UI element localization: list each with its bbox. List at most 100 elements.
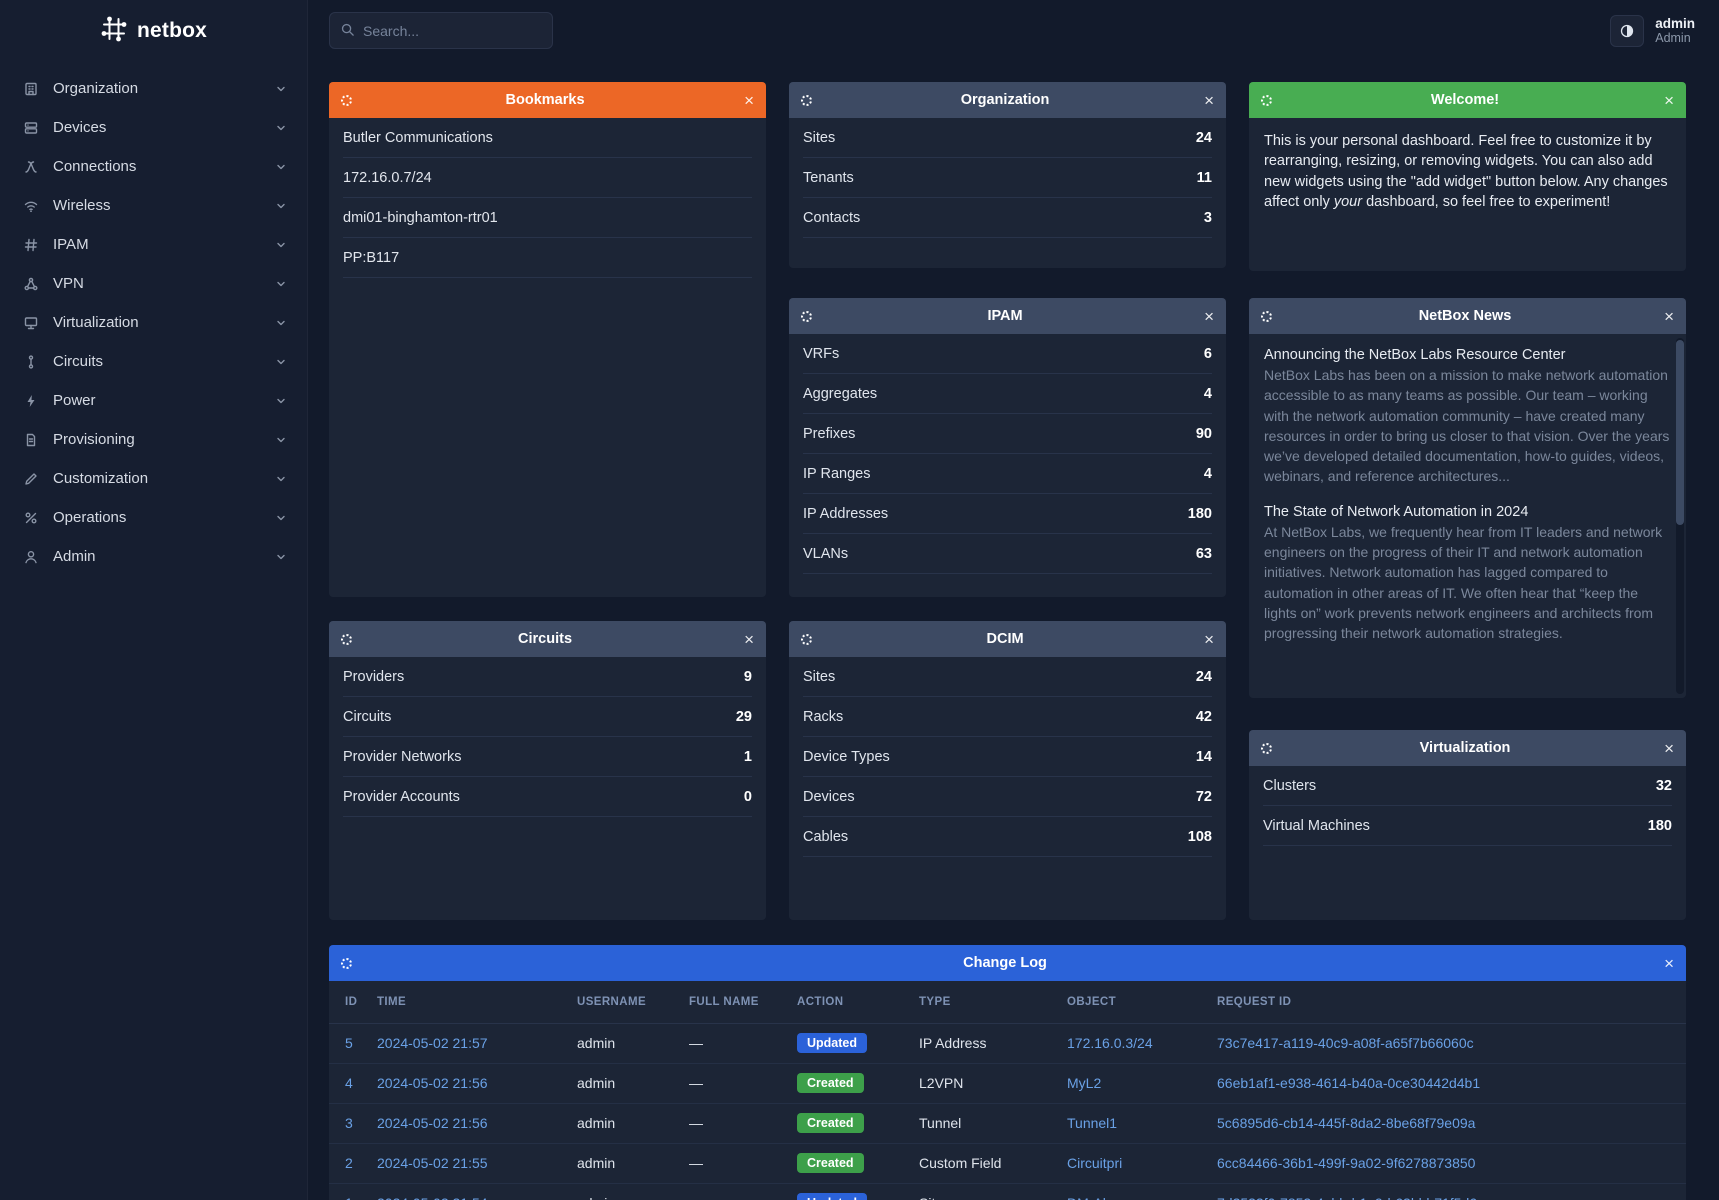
- close-icon[interactable]: ×: [744, 90, 754, 110]
- stat-row[interactable]: Provider Networks 1: [343, 737, 752, 777]
- gear-icon[interactable]: [341, 957, 352, 969]
- sidebar-item-power[interactable]: Power: [0, 381, 307, 420]
- gear-icon[interactable]: [1261, 94, 1272, 106]
- bookmark-link[interactable]: 172.16.0.7/24: [343, 158, 752, 198]
- stat-row[interactable]: Contacts 3: [803, 198, 1212, 238]
- stat-row[interactable]: Sites 24: [803, 657, 1212, 697]
- changelog-time-link[interactable]: 2024-05-02 21:56: [377, 1075, 488, 1091]
- gear-icon[interactable]: [1261, 310, 1272, 322]
- stat-row[interactable]: Prefixes 90: [803, 414, 1212, 454]
- stat-row[interactable]: Tenants 11: [803, 158, 1212, 198]
- changelog-id-link[interactable]: 4: [345, 1075, 353, 1091]
- sidebar-item-operations[interactable]: Operations: [0, 498, 307, 537]
- widget-header[interactable]: DCIM ×: [789, 621, 1226, 657]
- stat-row[interactable]: Aggregates 4: [803, 374, 1212, 414]
- widget-header[interactable]: Circuits ×: [329, 621, 766, 657]
- changelog-time-link[interactable]: 2024-05-02 21:55: [377, 1155, 488, 1171]
- news-article-link[interactable]: The State of Network Automation in 2024: [1264, 503, 1529, 520]
- bookmark-link[interactable]: Butler Communications: [343, 118, 752, 158]
- sidebar-item-customization[interactable]: Customization: [0, 459, 307, 498]
- stat-row[interactable]: Providers 9: [343, 657, 752, 697]
- stat-row[interactable]: Devices 72: [803, 777, 1212, 817]
- widget-virtualization: Virtualization × Clusters 32 Virtual Mach…: [1249, 730, 1686, 920]
- stat-row[interactable]: Circuits 29: [343, 697, 752, 737]
- gear-icon[interactable]: [801, 94, 812, 106]
- changelog-object-link[interactable]: 172.16.0.3/24: [1067, 1035, 1153, 1051]
- close-icon[interactable]: ×: [1664, 306, 1674, 326]
- gear-icon[interactable]: [1261, 742, 1272, 754]
- widget-header[interactable]: Virtualization ×: [1249, 730, 1686, 766]
- changelog-request-link[interactable]: 7d2532f0-7852-4ebb-b1a9-b63bbb71f5d6: [1217, 1195, 1477, 1200]
- close-icon[interactable]: ×: [1204, 629, 1214, 649]
- sidebar-item-admin[interactable]: Admin: [0, 537, 307, 576]
- news-article-link[interactable]: Announcing the NetBox Labs Resource Cent…: [1264, 347, 1566, 363]
- widget-header[interactable]: IPAM ×: [789, 298, 1226, 334]
- changelog-request-link[interactable]: 73c7e417-a119-40c9-a08f-a65f7b66060c: [1217, 1035, 1474, 1051]
- changelog-time-link[interactable]: 2024-05-02 21:56: [377, 1115, 488, 1131]
- changelog-time-link[interactable]: 2024-05-02 21:57: [377, 1035, 488, 1051]
- widget-title: Virtualization: [1419, 740, 1511, 756]
- stat-row[interactable]: VRFs 6: [803, 334, 1212, 374]
- stat-row[interactable]: Device Types 14: [803, 737, 1212, 777]
- close-icon[interactable]: ×: [1664, 90, 1674, 110]
- changelog-row: 4 2024-05-02 21:56 admin — Created L2VPN…: [329, 1063, 1686, 1104]
- widget-header[interactable]: Welcome! ×: [1249, 82, 1686, 118]
- changelog-id-link[interactable]: 3: [345, 1115, 353, 1131]
- changelog-id-link[interactable]: 1: [345, 1195, 353, 1200]
- changelog-object-link[interactable]: DM-Akron: [1067, 1195, 1130, 1200]
- gear-icon[interactable]: [801, 633, 812, 645]
- sidebar-item-wireless[interactable]: Wireless: [0, 186, 307, 225]
- sidebar-item-vpn[interactable]: VPN: [0, 264, 307, 303]
- stat-row[interactable]: IP Ranges 4: [803, 454, 1212, 494]
- gear-icon[interactable]: [341, 633, 352, 645]
- sidebar-item-organization[interactable]: Organization: [0, 69, 307, 108]
- close-icon[interactable]: ×: [1204, 90, 1214, 110]
- changelog-request-link[interactable]: 5c6895d6-cb14-445f-8da2-8be68f79e09a: [1217, 1115, 1476, 1131]
- close-icon[interactable]: ×: [1664, 738, 1674, 758]
- user-menu[interactable]: admin Admin: [1655, 16, 1695, 46]
- changelog-id-link[interactable]: 5: [345, 1035, 353, 1051]
- changelog-request-link[interactable]: 66eb1af1-e938-4614-b40a-0ce30442d4b1: [1217, 1075, 1481, 1091]
- search-input[interactable]: [363, 22, 542, 39]
- stat-row[interactable]: Provider Accounts 0: [343, 777, 752, 817]
- changelog-object-link[interactable]: MyL2: [1067, 1075, 1102, 1091]
- stat-row[interactable]: VLANs 63: [803, 534, 1212, 574]
- sidebar-item-devices[interactable]: Devices: [0, 108, 307, 147]
- stat-label: Providers: [343, 668, 405, 685]
- stat-row[interactable]: Sites 24: [803, 118, 1212, 158]
- stat-row[interactable]: IP Addresses 180: [803, 494, 1212, 534]
- bookmark-link[interactable]: dmi01-binghamton-rtr01: [343, 198, 752, 238]
- theme-toggle-button[interactable]: [1610, 14, 1645, 47]
- widget-header[interactable]: NetBox News ×: [1249, 298, 1686, 334]
- bookmark-link[interactable]: PP:B117: [343, 238, 752, 278]
- changelog-object-link[interactable]: Tunnel1: [1067, 1115, 1118, 1131]
- news-scrollbar-thumb[interactable]: [1676, 340, 1684, 525]
- stat-value: 32: [1655, 777, 1672, 794]
- changelog-type: Custom Field: [919, 1155, 1002, 1171]
- gear-icon[interactable]: [801, 310, 812, 322]
- chevron-down-icon: [275, 356, 287, 368]
- widget-header[interactable]: Organization ×: [789, 82, 1226, 118]
- stat-row[interactable]: Virtual Machines 180: [1263, 806, 1672, 846]
- sidebar-item-circuits[interactable]: Circuits: [0, 342, 307, 381]
- sidebar-item-ipam[interactable]: IPAM: [0, 225, 307, 264]
- welcome-text-emphasis: your: [1333, 193, 1363, 210]
- sidebar-item-virtualization[interactable]: Virtualization: [0, 303, 307, 342]
- stat-row[interactable]: Cables 108: [803, 817, 1212, 857]
- widget-header[interactable]: Change Log ×: [329, 945, 1686, 981]
- changelog-object-link[interactable]: Circuitpri: [1067, 1155, 1123, 1171]
- close-icon[interactable]: ×: [1204, 306, 1214, 326]
- brand-link[interactable]: netbox: [0, 0, 307, 61]
- stat-row[interactable]: Clusters 32: [1263, 766, 1672, 806]
- sidebar-item-connections[interactable]: Connections: [0, 147, 307, 186]
- widget-header[interactable]: Bookmarks ×: [329, 82, 766, 118]
- changelog-time-link[interactable]: 2024-05-02 21:54: [377, 1195, 488, 1200]
- close-icon[interactable]: ×: [744, 629, 754, 649]
- stat-row[interactable]: Racks 42: [803, 697, 1212, 737]
- changelog-id-link[interactable]: 2: [345, 1155, 353, 1171]
- close-icon[interactable]: ×: [1664, 953, 1674, 973]
- sidebar-item-provisioning[interactable]: Provisioning: [0, 420, 307, 459]
- gear-icon[interactable]: [341, 94, 352, 106]
- widget-title: Circuits: [518, 631, 573, 647]
- changelog-request-link[interactable]: 6cc84466-36b1-499f-9a02-9f6278873850: [1217, 1155, 1476, 1171]
